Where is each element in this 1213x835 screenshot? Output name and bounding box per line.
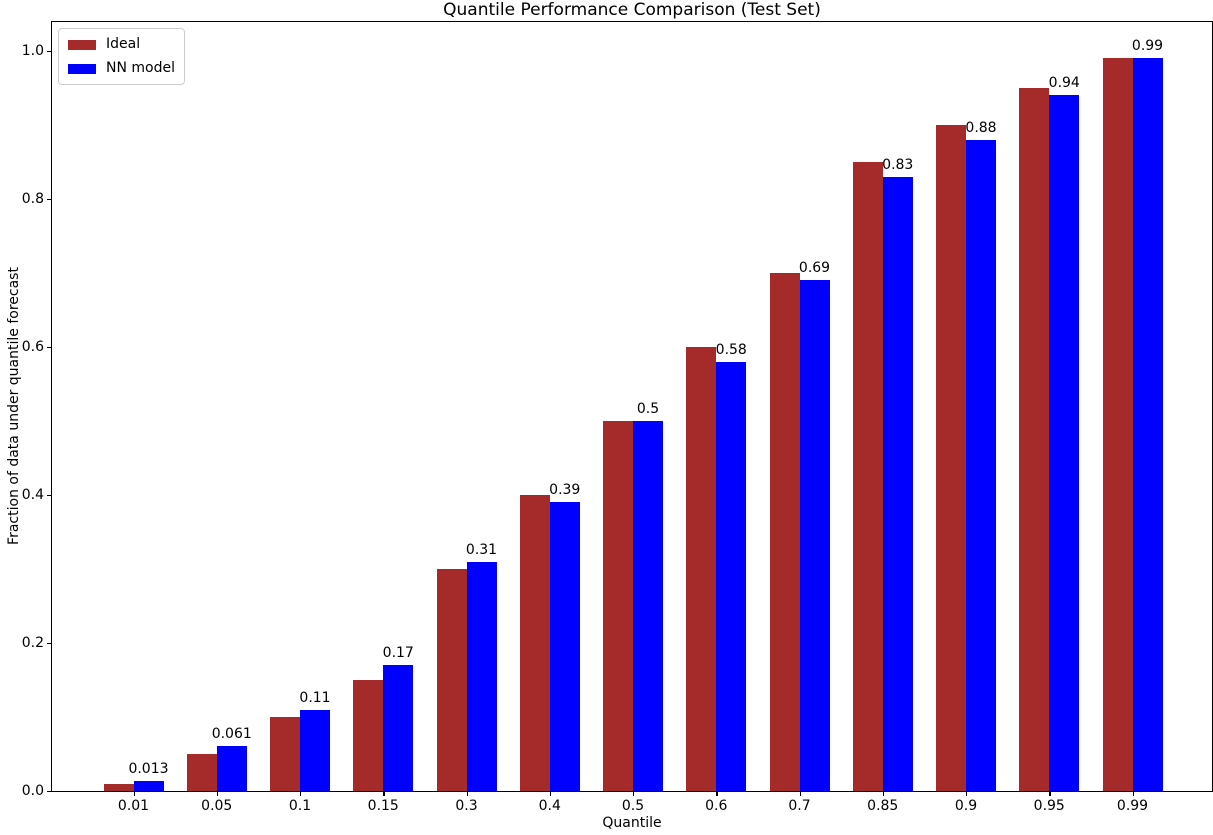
bar-value-label: 0.5 bbox=[636, 401, 660, 417]
bar-value-label: 0.31 bbox=[465, 541, 498, 558]
y-tick-mark bbox=[47, 199, 51, 201]
bar-value-label: 0.061 bbox=[211, 725, 252, 742]
y-tick-mark bbox=[47, 51, 51, 53]
bar-nn-model-0.01 bbox=[133, 781, 164, 791]
x-tick-label: 0.9 bbox=[954, 798, 978, 814]
x-tick-mark bbox=[882, 792, 885, 796]
bar-nn-model-0.6 bbox=[716, 361, 747, 791]
x-tick-mark bbox=[466, 792, 468, 796]
legend-label-ideal: Ideal bbox=[106, 36, 141, 52]
x-tick-mark bbox=[716, 792, 718, 796]
y-tick-mark bbox=[47, 495, 51, 497]
x-axis-label: Quantile bbox=[602, 815, 662, 831]
y-tick-mark bbox=[47, 347, 51, 349]
x-tick-mark bbox=[133, 792, 135, 796]
axis-left-spine bbox=[51, 22, 53, 791]
x-tick-label: 0.1 bbox=[288, 798, 312, 814]
bar-ideal-0.4 bbox=[519, 495, 550, 791]
bar-nn-model-0.3 bbox=[466, 561, 497, 791]
bar-ideal-0.6 bbox=[686, 347, 717, 791]
y-tick-mark bbox=[47, 791, 51, 793]
bar-nn-model-0.85 bbox=[882, 176, 913, 791]
x-tick-mark bbox=[300, 792, 302, 796]
y-tick-label: 1.0 bbox=[21, 42, 44, 59]
x-tick-mark bbox=[549, 792, 552, 796]
x-tick-label: 0.4 bbox=[538, 798, 561, 814]
y-tick-label: 0.2 bbox=[21, 634, 44, 651]
y-tick-label: 0.0 bbox=[21, 782, 44, 799]
bar-ideal-0.7 bbox=[769, 273, 800, 791]
y-tick-mark bbox=[47, 643, 51, 645]
legend-entry-nn-model: NN model bbox=[68, 60, 175, 77]
axis-bottom-spine bbox=[51, 791, 1213, 793]
bar-value-label: 0.99 bbox=[1131, 38, 1164, 55]
bar-value-label: 0.013 bbox=[128, 761, 169, 778]
x-tick-mark bbox=[383, 792, 385, 796]
y-tick-label: 0.4 bbox=[21, 486, 44, 503]
bar-ideal-0.9 bbox=[936, 125, 966, 791]
legend: Ideal NN model bbox=[58, 28, 185, 85]
x-tick-label: 0.5 bbox=[621, 798, 645, 814]
bar-ideal-0.15 bbox=[353, 680, 384, 791]
bar-nn-model-0.4 bbox=[549, 502, 580, 791]
bar-nn-model-0.7 bbox=[799, 280, 830, 791]
bar-ideal-0.01 bbox=[103, 783, 134, 791]
x-tick-mark bbox=[633, 792, 635, 796]
bar-nn-model-0.99 bbox=[1132, 58, 1163, 791]
bar-nn-model-0.95 bbox=[1049, 95, 1080, 791]
axis-top-spine bbox=[51, 21, 1213, 23]
bar-value-label: 0.39 bbox=[549, 482, 581, 499]
bar-ideal-0.1 bbox=[270, 717, 300, 791]
bar-ideal-0.5 bbox=[603, 421, 633, 791]
y-tick-label: 0.8 bbox=[21, 190, 44, 207]
bar-ideal-0.05 bbox=[186, 754, 217, 791]
x-tick-label: 0.6 bbox=[705, 798, 728, 814]
x-tick-label: 0.01 bbox=[117, 798, 150, 814]
x-tick-label: 0.05 bbox=[201, 798, 233, 814]
chart-title: Quantile Performance Comparison (Test Se… bbox=[443, 0, 821, 20]
bar-nn-model-0.15 bbox=[383, 665, 414, 791]
x-tick-label: 0.15 bbox=[367, 798, 399, 814]
bar-nn-model-0.05 bbox=[216, 745, 247, 791]
x-tick-mark bbox=[1132, 792, 1134, 796]
x-tick-label: 0.3 bbox=[455, 798, 478, 814]
bar-value-label: 0.17 bbox=[382, 645, 414, 662]
legend-entry-ideal: Ideal bbox=[68, 36, 175, 53]
y-tick-label: 0.6 bbox=[21, 338, 44, 355]
bar-value-label: 0.94 bbox=[1048, 75, 1080, 92]
x-tick-label: 0.99 bbox=[1116, 798, 1149, 814]
bar-ideal-0.99 bbox=[1102, 58, 1133, 791]
bar-nn-model-0.5 bbox=[633, 421, 663, 791]
x-tick-mark bbox=[799, 792, 801, 796]
bar-ideal-0.3 bbox=[436, 569, 467, 791]
x-tick-label: 0.7 bbox=[788, 798, 811, 814]
bar-value-label: 0.88 bbox=[965, 119, 997, 136]
bar-value-label: 0.69 bbox=[798, 260, 831, 277]
bar-ideal-0.85 bbox=[852, 162, 883, 791]
x-tick-label: 0.85 bbox=[867, 798, 899, 814]
bar-value-label: 0.11 bbox=[299, 689, 331, 706]
bar-value-label: 0.58 bbox=[715, 341, 747, 358]
x-tick-label: 0.95 bbox=[1033, 798, 1065, 814]
legend-label-nn-model: NN model bbox=[106, 60, 175, 76]
bar-ideal-0.95 bbox=[1019, 88, 1050, 791]
bar-nn-model-0.9 bbox=[966, 139, 996, 791]
x-tick-mark bbox=[1049, 792, 1051, 796]
legend-swatch-nn-model-icon bbox=[68, 63, 96, 74]
bar-value-label: 0.83 bbox=[882, 156, 914, 173]
bar-nn-model-0.1 bbox=[300, 709, 330, 791]
x-tick-mark bbox=[966, 792, 968, 796]
x-tick-mark bbox=[216, 792, 219, 796]
legend-swatch-ideal-icon bbox=[68, 39, 96, 50]
